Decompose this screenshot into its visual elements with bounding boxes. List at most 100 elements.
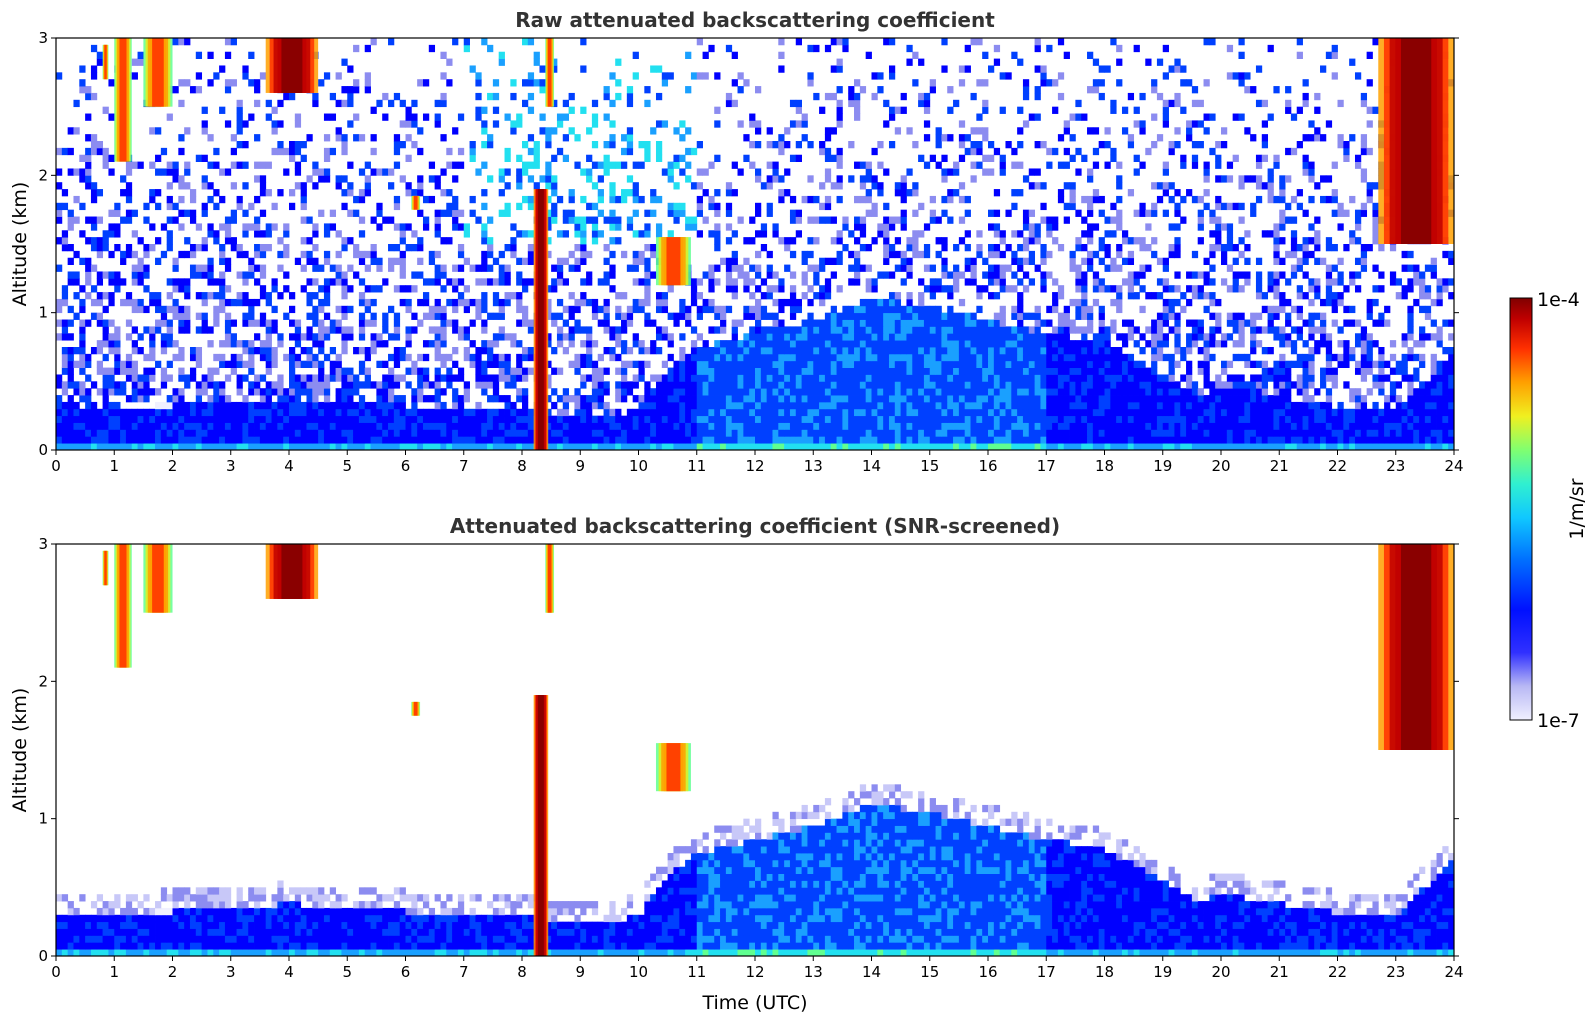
heatmap-cell (725, 415, 733, 423)
heatmap-cell (1285, 250, 1292, 259)
heatmap-cell (603, 401, 610, 410)
heatmap-cell (655, 388, 663, 396)
heatmap-cell (807, 429, 814, 437)
heatmap-cell (1162, 285, 1169, 293)
heatmap-cell (172, 312, 179, 320)
heatmap-cell (254, 443, 261, 450)
heatmap-cell (982, 422, 989, 430)
heatmap-cell (318, 319, 325, 327)
heatmap-cell (1063, 319, 1070, 327)
heatmap-cell (516, 408, 523, 417)
heatmap-cell (760, 326, 768, 334)
heatmap-cell (638, 230, 645, 238)
heatmap-cell (1302, 443, 1309, 450)
heatmap-cell (1226, 285, 1234, 293)
heatmap-cell (1255, 312, 1263, 320)
heatmap-cell (609, 429, 616, 437)
heatmap-cell (487, 250, 494, 259)
heatmap-cell (923, 250, 931, 259)
heatmap-cell (434, 264, 441, 272)
heatmap-cell (1081, 408, 1088, 417)
heatmap-cell (487, 360, 494, 368)
heatmap-cell (102, 230, 109, 238)
heatmap-cell (708, 443, 715, 450)
heatmap-cell (498, 408, 505, 417)
heatmap-cell (108, 436, 115, 444)
heatmap-cell (335, 278, 342, 286)
heatmap-cell (1343, 353, 1350, 362)
heatmap-cell (813, 271, 820, 279)
heatmap-cell (125, 367, 133, 375)
heatmap-cell (795, 340, 802, 348)
heatmap-cell (958, 326, 966, 334)
heatmap-cell (434, 298, 441, 307)
heatmap-cell (865, 353, 872, 362)
heatmap-cell (551, 415, 558, 423)
heatmap-cell (988, 292, 995, 300)
heatmap-cell (399, 285, 406, 293)
heatmap-cell (865, 415, 872, 423)
heatmap-cell (1407, 415, 1414, 423)
heatmap-cell (848, 443, 855, 450)
heatmap-cell (1343, 360, 1350, 368)
heatmap-cell (941, 443, 948, 450)
heatmap-cell (300, 264, 307, 272)
heatmap-cell (405, 305, 412, 314)
heatmap-cell (1168, 381, 1175, 389)
heatmap-cell (259, 408, 267, 417)
heatmap-cell (1069, 264, 1076, 272)
heatmap-cell (1092, 374, 1100, 382)
heatmap-cell (958, 436, 966, 444)
heatmap-cell (446, 422, 453, 430)
heatmap-cell (883, 257, 890, 265)
heatmap-cell (731, 264, 738, 272)
heatmap-cell (90, 298, 98, 307)
heatmap-cell (865, 298, 872, 307)
heatmap-cell (953, 312, 960, 320)
heatmap-cell (90, 408, 98, 417)
heatmap-cell (213, 395, 220, 403)
heatmap-cell (1174, 381, 1181, 389)
heatmap-cell (1022, 326, 1030, 334)
heatmap-cell (580, 395, 587, 403)
heatmap-cell (1448, 401, 1454, 410)
heatmap-cell (487, 443, 494, 450)
heatmap-cell (1203, 415, 1210, 423)
heatmap-cell (749, 278, 756, 286)
heatmap-cell (1279, 305, 1286, 314)
heatmap-cell (1087, 319, 1094, 327)
heatmap-cell (1366, 443, 1373, 450)
heatmap-cell (725, 257, 733, 265)
heatmap-cell (650, 422, 657, 430)
heatmap-cell (201, 429, 208, 437)
heatmap-cell (912, 326, 919, 334)
heatmap-cell (440, 264, 447, 272)
heatmap-cell (61, 408, 69, 417)
heatmap-cell (1145, 264, 1152, 272)
heatmap-cell (626, 312, 634, 320)
heatmap-cell (102, 374, 109, 382)
heatmap-cell (655, 395, 663, 403)
heatmap-cell (1075, 278, 1082, 286)
heatmap-cell (661, 298, 669, 307)
heatmap-cell (685, 223, 692, 231)
heatmap-cell (1028, 223, 1036, 231)
heatmap-cell (702, 360, 709, 368)
heatmap-cell (714, 436, 721, 444)
heatmap-cell (481, 436, 488, 444)
heatmap-cell (370, 381, 377, 389)
heatmap-cell (417, 244, 424, 252)
heatmap-cell (411, 408, 418, 417)
heatmap-cell (731, 353, 738, 362)
heatmap-cell (1378, 436, 1385, 444)
heatmap-cell (1046, 333, 1053, 341)
heatmap-cell (1238, 353, 1245, 362)
heatmap-cell (283, 429, 290, 437)
heatmap-cell (929, 443, 936, 450)
heatmap-cell (819, 292, 826, 300)
heatmap-cell (1127, 408, 1135, 417)
heatmap-cell (1197, 271, 1204, 279)
heatmap-cell (1395, 443, 1402, 450)
heatmap-cell (1419, 429, 1426, 437)
heatmap-cell (580, 244, 587, 252)
